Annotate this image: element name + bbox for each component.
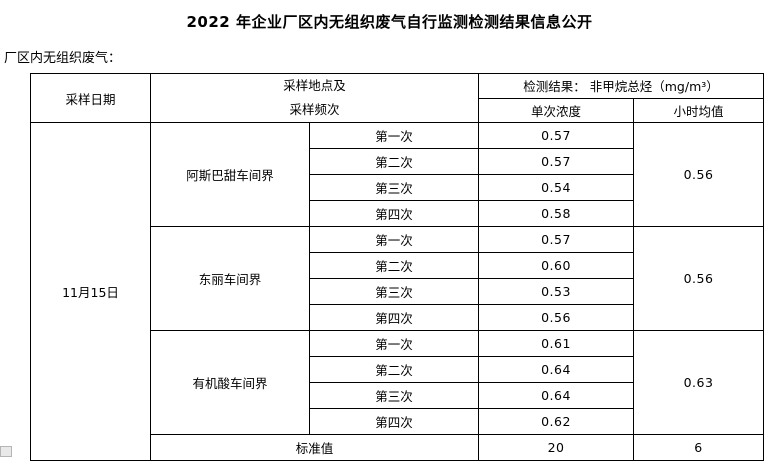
table-row: 第四次 0.58 bbox=[31, 200, 764, 227]
header-location-line2: 采样频次 bbox=[289, 102, 340, 117]
table-row: 第二次 0.60 bbox=[31, 252, 764, 279]
concentration-cell: 0.61 bbox=[478, 330, 635, 357]
header-row-2: 单次浓度 小时均值 bbox=[31, 97, 765, 123]
frequency-cell: 第三次 bbox=[308, 382, 480, 409]
table-row: 第四次 0.62 bbox=[31, 408, 764, 435]
table-row: 第三次 0.53 bbox=[31, 278, 764, 305]
header-sampling-date: 采样日期 bbox=[30, 73, 151, 123]
frequency-cell: 第一次 bbox=[308, 330, 480, 357]
hourly-avg-cell: 0.56 bbox=[633, 122, 765, 227]
header-single-concentration: 单次浓度 bbox=[478, 97, 635, 123]
monitoring-results-table: 采样日期 采样地点及 采样频次 检测结果： 非甲烷总烃（mg/m³） 单次浓度 … bbox=[30, 73, 765, 461]
table-row: 第三次 0.54 bbox=[31, 174, 764, 201]
section-label: 厂区内无组织废气： bbox=[4, 51, 122, 66]
standard-hourly-cell: 6 bbox=[633, 434, 765, 461]
location-cell: 东丽车间界 bbox=[150, 226, 310, 331]
frequency-cell: 第一次 bbox=[308, 122, 480, 149]
table-row: 第三次 0.64 bbox=[31, 382, 764, 409]
concentration-cell: 0.64 bbox=[478, 382, 635, 409]
page-title: 2022 年企业厂区内无组织废气自行监测检测结果信息公开 bbox=[186, 13, 593, 31]
frequency-cell: 第二次 bbox=[308, 148, 480, 175]
header-location-frequency: 采样地点及 采样频次 bbox=[149, 73, 480, 123]
table-row: 第二次 0.64 bbox=[31, 356, 764, 383]
concentration-cell: 0.54 bbox=[478, 174, 635, 201]
concentration-cell: 0.57 bbox=[478, 148, 635, 175]
table-row: 第四次 0.56 bbox=[31, 304, 764, 331]
frequency-cell: 第四次 bbox=[308, 408, 480, 435]
table-row: 有机酸车间界 第一次 0.61 0.63 bbox=[31, 330, 765, 435]
table-row: 11月15日 阿斯巴甜车间界 第一次 0.57 0.56 bbox=[30, 122, 765, 461]
frequency-cell: 第四次 bbox=[308, 304, 480, 331]
frequency-cell: 第一次 bbox=[308, 226, 480, 253]
concentration-cell: 0.64 bbox=[478, 356, 635, 383]
header-result: 检测结果： 非甲烷总烃（mg/m³） bbox=[478, 73, 765, 99]
header-location-line1: 采样地点及 bbox=[283, 78, 346, 93]
standard-label-cell: 标准值 bbox=[149, 434, 480, 461]
date-cell: 11月15日 bbox=[30, 122, 151, 461]
concentration-cell: 0.57 bbox=[478, 122, 635, 149]
header-hourly-average: 小时均值 bbox=[633, 97, 765, 123]
concentration-cell: 0.57 bbox=[478, 226, 635, 253]
table-row: 第二次 0.57 bbox=[31, 148, 764, 175]
standard-single-cell: 20 bbox=[478, 434, 635, 461]
concentration-cell: 0.56 bbox=[478, 304, 635, 331]
location-cell: 阿斯巴甜车间界 bbox=[150, 122, 310, 227]
hourly-avg-cell: 0.56 bbox=[633, 226, 765, 331]
concentration-cell: 0.60 bbox=[478, 252, 635, 279]
header-row-1: 采样日期 采样地点及 采样频次 检测结果： 非甲烷总烃（mg/m³） bbox=[30, 73, 765, 123]
concentration-cell: 0.53 bbox=[478, 278, 635, 305]
frequency-cell: 第三次 bbox=[308, 174, 480, 201]
corner-artifact bbox=[0, 446, 12, 457]
concentration-cell: 0.58 bbox=[478, 200, 635, 227]
hourly-avg-cell: 0.63 bbox=[633, 330, 765, 435]
table-row: 东丽车间界 第一次 0.57 0.56 bbox=[31, 226, 765, 331]
frequency-cell: 第二次 bbox=[308, 252, 480, 279]
frequency-cell: 第二次 bbox=[308, 356, 480, 383]
frequency-cell: 第三次 bbox=[308, 278, 480, 305]
concentration-cell: 0.62 bbox=[478, 408, 635, 435]
location-cell: 有机酸车间界 bbox=[150, 330, 310, 435]
frequency-cell: 第四次 bbox=[308, 200, 480, 227]
